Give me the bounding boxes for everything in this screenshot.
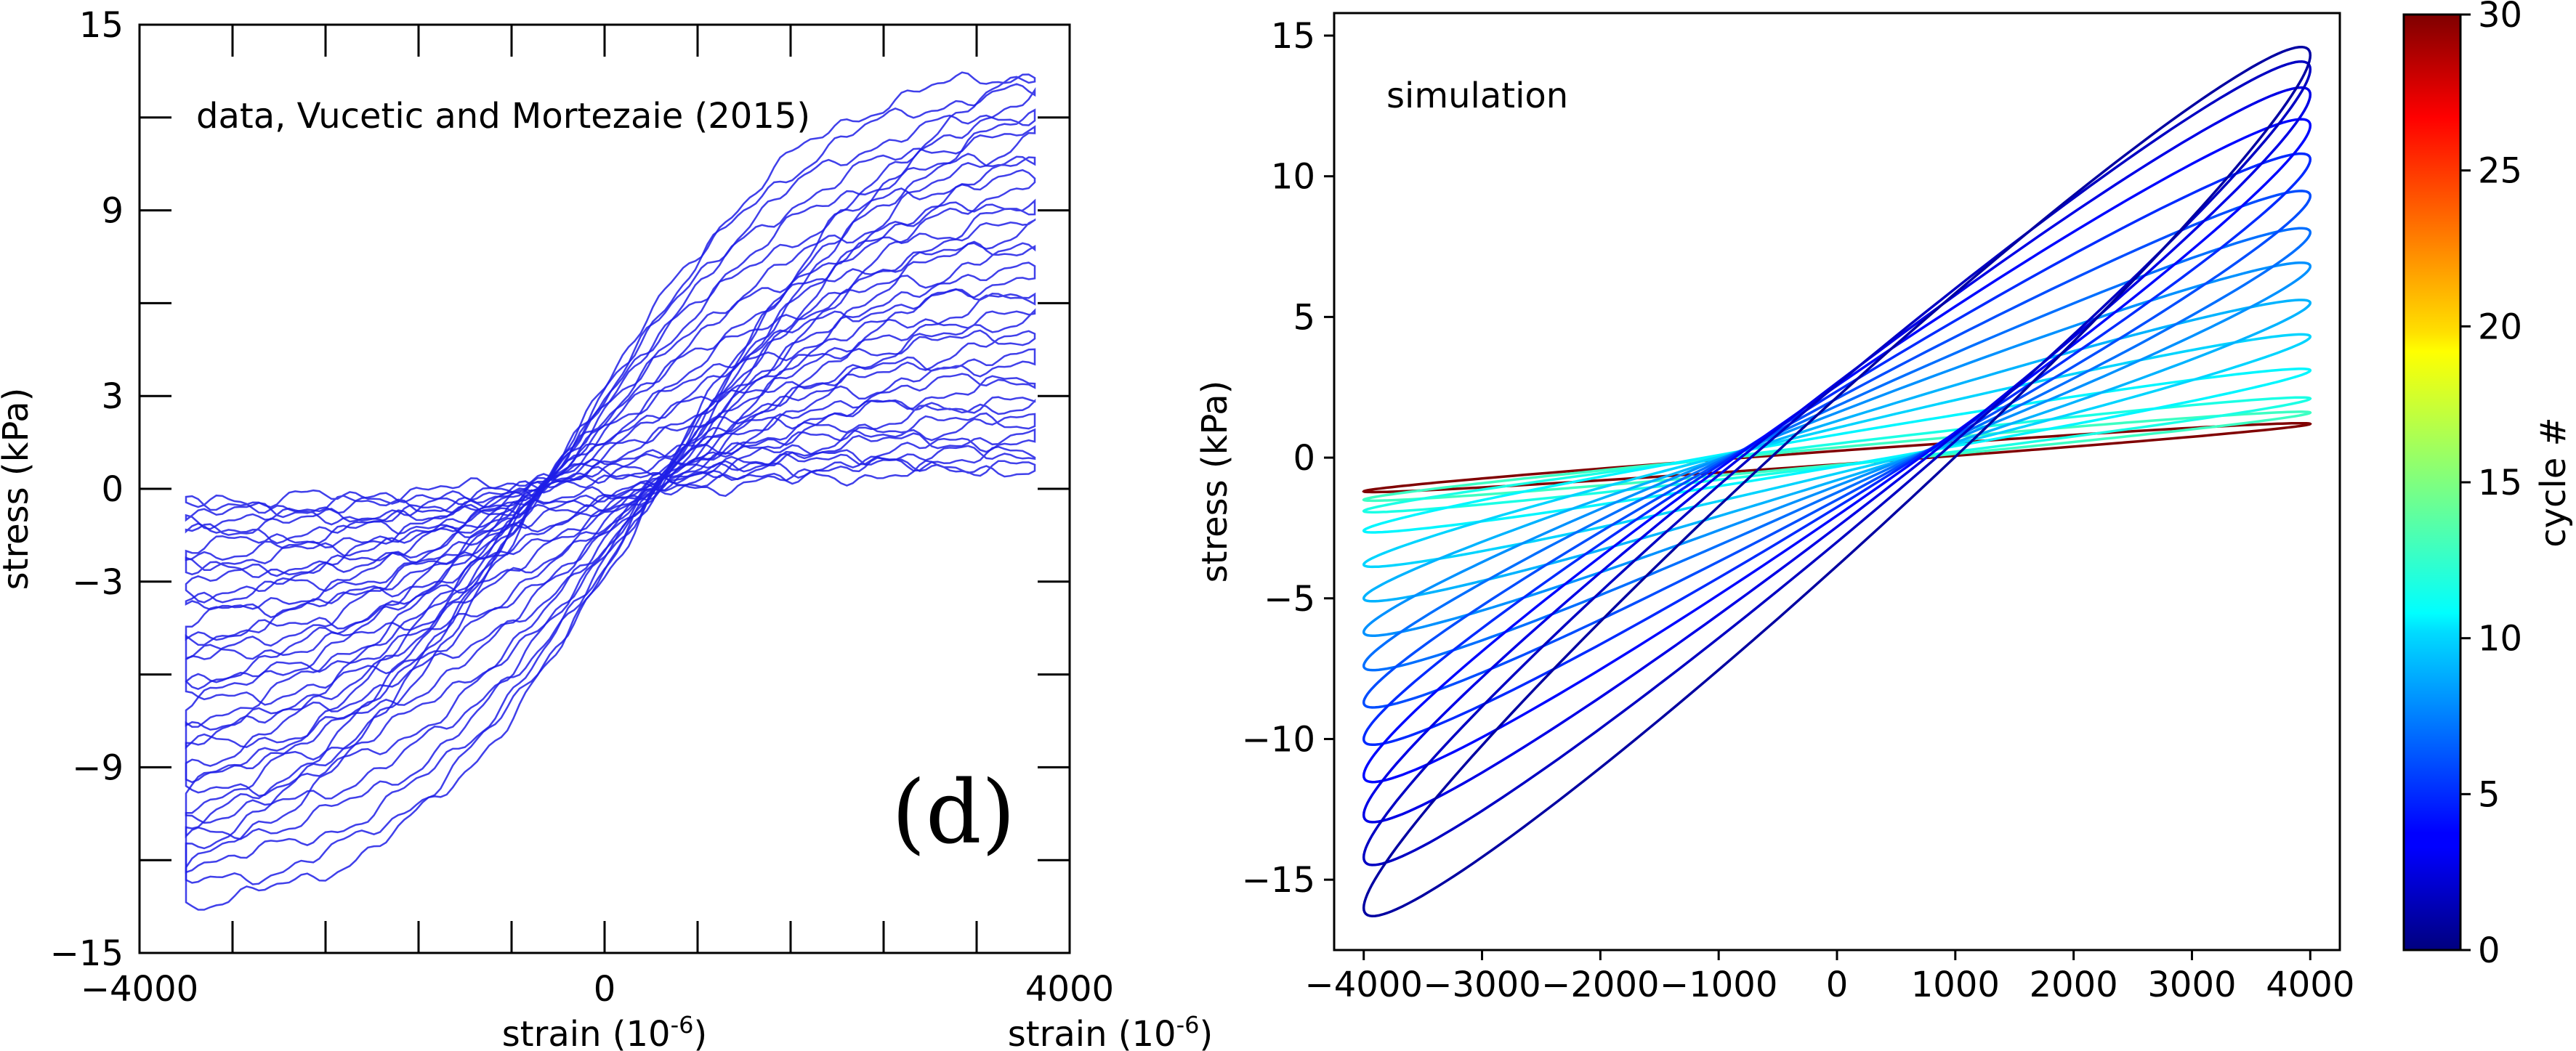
right-loop-cycle-7 <box>1362 227 2312 672</box>
right-y-tick-label: 5 <box>1293 297 1315 338</box>
right-loop-cycle-9 <box>1362 299 2312 603</box>
right-loop-cycle-8 <box>1362 261 2312 637</box>
right-x-tick-label: 2000 <box>2030 965 2118 1005</box>
left-y-axis-title: stress (kPa) <box>0 388 36 591</box>
left-loop-cycle-9 <box>185 240 1036 731</box>
right-x-tick-label: 0 <box>1826 965 1849 1005</box>
right-y-tick-label: 15 <box>1271 16 1315 57</box>
colorbar-gradient <box>2402 13 2462 951</box>
colorbar: 0 5 10 15 20 25 30 cycle # <box>2402 0 2574 971</box>
left-loop-cycle-20 <box>185 457 1036 514</box>
colorbar-tick-label: 0 <box>2478 930 2500 971</box>
right-x-tick-label: −1000 <box>1660 965 1777 1005</box>
right-loop-cycle-2 <box>1362 60 2312 867</box>
left-x-axis-title: strain (10-6) <box>502 1011 707 1051</box>
right-y-axis-title: stress (kPa) <box>1195 381 1235 583</box>
left-y-tick-label: 15 <box>79 5 124 46</box>
left-loop-cycle-5 <box>185 153 1036 824</box>
right-y-tick-label: 10 <box>1271 157 1315 198</box>
left-loop-cycle-14 <box>185 348 1036 619</box>
left-x-tick-label: −4000 <box>81 969 198 1010</box>
colorbar-ticks: 0 5 10 15 20 25 30 <box>2460 0 2522 971</box>
left-y-tick-label: 3 <box>101 376 124 417</box>
colorbar-label: cycle # <box>2533 417 2574 548</box>
right-x-axis-title: strain (10-6) <box>1008 1011 1213 1051</box>
right-loop-cycle-13 <box>1362 410 2312 503</box>
left-x-tick-label: 0 <box>594 969 616 1010</box>
colorbar-tick-label: 25 <box>2478 151 2522 192</box>
left-x-tick-label: 4000 <box>1025 969 1114 1010</box>
colorbar-tick-label: 15 <box>2478 463 2522 503</box>
left-loop-cycle-1 <box>185 71 1036 911</box>
left-loop-cycle-3 <box>185 108 1036 874</box>
left-loop-cycle-4 <box>185 125 1036 840</box>
right-y-tick-label: −5 <box>1264 579 1315 620</box>
colorbar-tick-label: 20 <box>2478 307 2522 347</box>
colorbar-tick-label: 5 <box>2478 774 2500 815</box>
left-annotation: data, Vucetic and Mortezaie (2015) <box>196 96 810 137</box>
colorbar-tick-label: 10 <box>2478 619 2522 660</box>
left-loop-cycle-10 <box>185 261 1036 706</box>
left-y-tick-label: −3 <box>72 562 124 603</box>
left-y-tick-label: 0 <box>101 469 124 510</box>
left-loop-cycle-12 <box>185 308 1036 660</box>
right-simulated-loops <box>1362 45 2312 918</box>
left-loop-cycle-2 <box>185 83 1036 885</box>
right-loop-cycle-10 <box>1362 333 2312 569</box>
right-loop-cycle-3 <box>1362 86 2312 824</box>
right-x-tick-label: 4000 <box>2266 965 2354 1005</box>
right-x-tick-label: 1000 <box>1911 965 2000 1005</box>
left-hysteresis-loops <box>185 71 1036 911</box>
right-loop-cycle-30 <box>1362 421 2312 494</box>
right-x-tick-label: −4000 <box>1305 965 1423 1005</box>
right-y-tick-label: −10 <box>1242 719 1315 760</box>
right-x-tick-label: 3000 <box>2147 965 2236 1005</box>
left-loop-cycle-15 <box>185 373 1036 604</box>
right-loop-cycle-1 <box>1362 45 2312 918</box>
right-loop-cycle-11 <box>1362 368 2312 534</box>
right-y-tick-label: 0 <box>1293 438 1315 479</box>
left-loop-cycle-6 <box>185 169 1036 798</box>
right-x-tick-label: −2000 <box>1541 965 1659 1005</box>
right-loop-cycle-12 <box>1362 396 2312 514</box>
right-loop-cycle-5 <box>1362 152 2312 747</box>
right-annotation: simulation <box>1386 76 1568 116</box>
left-y-tick-label: 9 <box>101 191 124 232</box>
right-chart: −4000 −3000 −2000 −1000 0 1000 2000 3000 4000 15 1… <box>1008 12 2355 1051</box>
left-loop-cycle-13 <box>185 329 1036 641</box>
left-panel-label: (d) <box>892 763 1015 864</box>
right-x-tick-label: −3000 <box>1423 965 1541 1005</box>
left-axis-ticks: −4000 0 4000 15 9 3 0 −3 −9 −15 <box>50 5 1114 1010</box>
right-loop-cycle-6 <box>1362 190 2312 709</box>
left-y-tick-label: −15 <box>50 933 124 974</box>
left-loop-cycle-17 <box>185 412 1036 561</box>
right-axis-ticks: −4000 −3000 −2000 −1000 0 1000 2000 3000 4000 15 1… <box>1242 16 2355 1005</box>
colorbar-tick-label: 30 <box>2478 0 2522 36</box>
right-loop-cycle-4 <box>1362 118 2312 784</box>
left-y-tick-label: −9 <box>72 747 124 788</box>
left-chart: −4000 0 4000 15 9 3 0 −3 −9 −15 data, Vucetic and… <box>0 5 1114 1051</box>
right-y-tick-label: −15 <box>1242 860 1315 901</box>
